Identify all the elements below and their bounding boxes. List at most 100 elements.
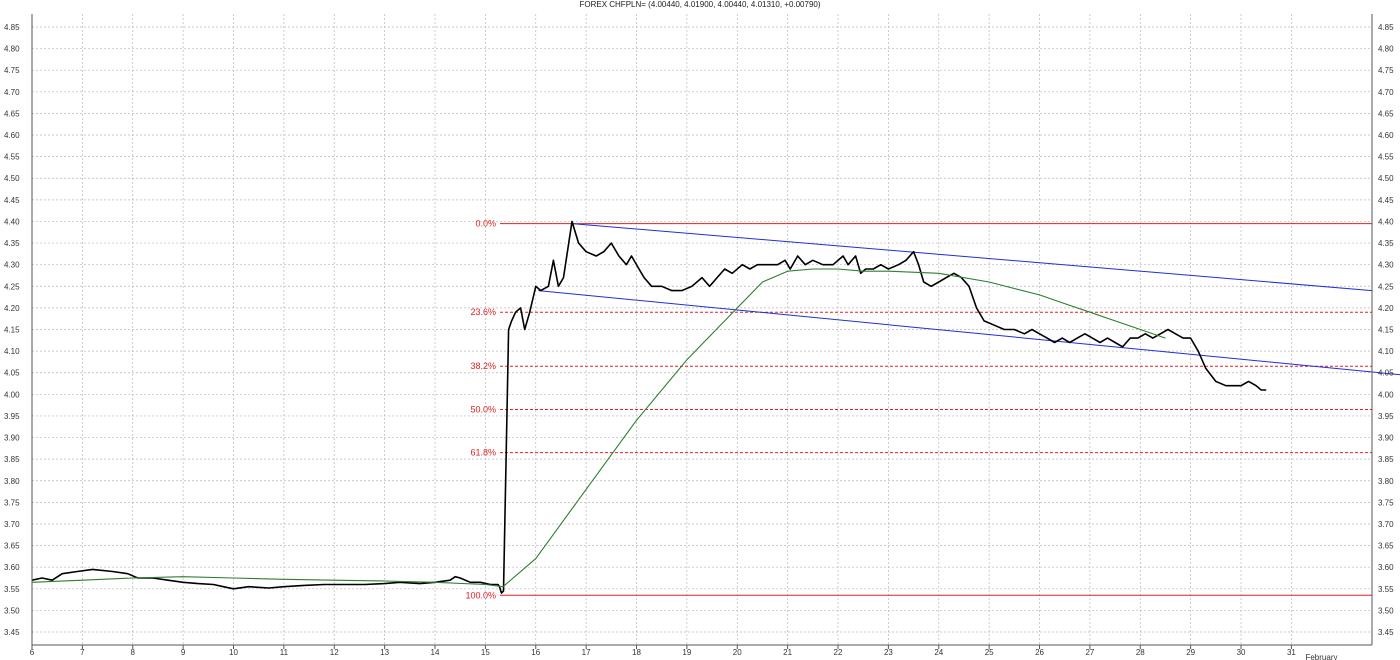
x-tick-label: 6 <box>30 648 35 657</box>
x-tick-label: 18 <box>632 648 641 657</box>
y-tick-label-left: 3.55 <box>4 585 20 594</box>
y-tick-label-right: 4.15 <box>1378 326 1394 335</box>
y-tick-label-left: 4.75 <box>4 66 20 75</box>
y-tick-label-left: 4.15 <box>4 326 20 335</box>
y-tick-label-left: 4.30 <box>4 261 20 270</box>
y-tick-label-left: 4.65 <box>4 109 20 118</box>
y-tick-label-right: 4.55 <box>1378 153 1394 162</box>
grid-lines <box>31 14 1372 645</box>
y-tick-label-left: 3.50 <box>4 606 20 615</box>
y-tick-label-left: 4.20 <box>4 304 20 313</box>
y-tick-label-left: 3.95 <box>4 412 20 421</box>
fib-level-label: 50.0% <box>470 404 496 414</box>
moving-average-line <box>31 268 1166 588</box>
y-tick-label-left: 4.45 <box>4 196 20 205</box>
y-tick-label-left: 4.60 <box>4 131 20 140</box>
y-tick-label-left: 3.70 <box>4 520 20 529</box>
y-tick-label-right: 4.80 <box>1378 45 1394 54</box>
y-tick-label-left: 4.35 <box>4 239 20 248</box>
y-tick-label-right: 4.40 <box>1378 217 1394 226</box>
x-tick-label: 10 <box>229 648 238 657</box>
y-tick-label-left: 3.90 <box>4 434 20 443</box>
fib-level-label: 100.0% <box>465 590 496 600</box>
x-tick-label: 9 <box>181 648 186 657</box>
y-tick-label-right: 4.45 <box>1378 196 1394 205</box>
trend-line <box>538 290 1400 376</box>
x-tick-label: 24 <box>934 648 943 657</box>
x-tick-label: 26 <box>1035 648 1044 657</box>
y-tick-label-left: 4.70 <box>4 88 20 97</box>
y-tick-label-right: 4.60 <box>1378 131 1394 140</box>
x-tick-label: 21 <box>783 648 792 657</box>
month-label: February <box>1305 653 1337 660</box>
y-tick-label-left: 4.05 <box>4 369 20 378</box>
y-tick-label-right: 4.50 <box>1378 174 1394 183</box>
y-tick-label-left: 4.25 <box>4 282 20 291</box>
y-tick-label-right: 4.85 <box>1378 23 1394 32</box>
y-tick-label-right: 4.35 <box>1378 239 1394 248</box>
y-tick-label-left: 3.65 <box>4 542 20 551</box>
y-tick-label-right: 4.05 <box>1378 369 1394 378</box>
x-tick-label: 14 <box>431 648 440 657</box>
x-tick-label: 20 <box>733 648 742 657</box>
y-tick-label-right: 4.65 <box>1378 109 1394 118</box>
price-line <box>31 220 1267 594</box>
x-tick-label: 13 <box>380 648 389 657</box>
y-tick-label-right: 3.50 <box>1378 606 1394 615</box>
fib-level-label: 0.0% <box>475 219 496 229</box>
trend-line <box>571 223 1373 292</box>
y-tick-label-left: 3.80 <box>4 477 20 486</box>
y-tick-label-right: 3.85 <box>1378 455 1394 464</box>
fib-level-label: 38.2% <box>470 361 496 371</box>
y-tick-label-right: 3.65 <box>1378 542 1394 551</box>
y-tick-label-right: 3.95 <box>1378 412 1394 421</box>
x-tick-label: 25 <box>985 648 994 657</box>
x-tick-label: 15 <box>481 648 490 657</box>
x-tick-label: 16 <box>531 648 540 657</box>
y-tick-label-right: 4.30 <box>1378 261 1394 270</box>
y-tick-label-left: 3.75 <box>4 498 20 507</box>
x-tick-label: 12 <box>330 648 339 657</box>
chart-title: FOREX CHFPLN= (4.00440, 4.01900, 4.00440… <box>579 0 820 9</box>
x-tick-label: 28 <box>1136 648 1145 657</box>
y-tick-label-left: 4.00 <box>4 390 20 399</box>
y-tick-label-right: 3.45 <box>1378 628 1394 637</box>
y-tick-label-right: 4.25 <box>1378 282 1394 291</box>
x-tick-label: 11 <box>280 648 289 657</box>
x-tick-label: 17 <box>582 648 591 657</box>
x-tick-label: 8 <box>131 648 136 657</box>
y-tick-label-left: 4.80 <box>4 45 20 54</box>
x-tick-label: 27 <box>1085 648 1094 657</box>
y-tick-label-right: 3.55 <box>1378 585 1394 594</box>
y-tick-label-right: 3.90 <box>1378 434 1394 443</box>
x-tick-label: 19 <box>682 648 691 657</box>
fib-level-label: 23.6% <box>470 307 496 317</box>
y-tick-label-right: 3.80 <box>1378 477 1394 486</box>
y-tick-label-right: 3.60 <box>1378 563 1394 572</box>
y-tick-label-right: 4.75 <box>1378 66 1394 75</box>
x-tick-label: 23 <box>884 648 893 657</box>
x-tick-label: 31 <box>1287 648 1296 657</box>
y-tick-label-right: 4.10 <box>1378 347 1394 356</box>
x-tick-label: 30 <box>1237 648 1246 657</box>
series-lines <box>31 220 1267 594</box>
y-tick-label-left: 4.40 <box>4 217 20 226</box>
y-tick-label-right: 4.20 <box>1378 304 1394 313</box>
y-tick-label-left: 4.10 <box>4 347 20 356</box>
y-tick-label-right: 4.70 <box>1378 88 1394 97</box>
y-tick-label-right: 4.00 <box>1378 390 1394 399</box>
axes: 6 7 8 9 10 11 12 13 14 15 16 17 18 19 20 21 22 23 24 25 26 27… <box>4 14 1394 660</box>
fib-level-label: 61.8% <box>470 448 496 458</box>
x-tick-label: 7 <box>80 648 85 657</box>
y-tick-label-left: 3.60 <box>4 563 20 572</box>
y-tick-label-left: 4.50 <box>4 174 20 183</box>
x-tick-label: 22 <box>834 648 843 657</box>
y-tick-label-left: 3.85 <box>4 455 20 464</box>
y-tick-label-right: 3.75 <box>1378 498 1394 507</box>
x-tick-label: 29 <box>1186 648 1195 657</box>
y-tick-label-right: 3.70 <box>1378 520 1394 529</box>
y-tick-label-left: 4.85 <box>4 23 20 32</box>
trend-channel <box>538 223 1400 376</box>
